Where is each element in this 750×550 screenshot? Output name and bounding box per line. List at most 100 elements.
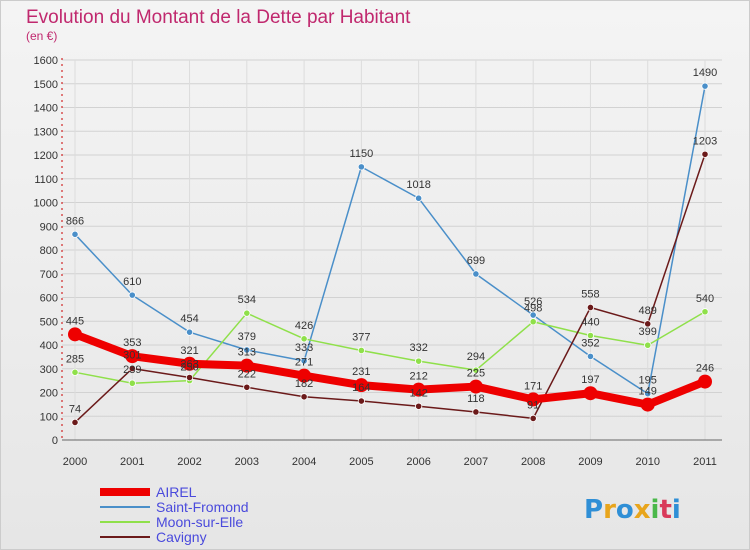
data-label-Cavigny: 182 — [295, 378, 313, 390]
point-Moon-sur-Elle — [644, 341, 652, 349]
data-label-Saint-Fromond: 352 — [581, 337, 599, 349]
data-label-Cavigny: 142 — [409, 387, 427, 399]
data-label-Cavigny: 164 — [352, 382, 370, 394]
data-label-Cavigny: 301 — [123, 350, 141, 362]
chart-subtitle: (en €) — [26, 29, 57, 43]
y-tick-label: 700 — [40, 269, 58, 281]
point-AIREL — [182, 356, 197, 371]
point-Cavigny — [243, 383, 251, 391]
point-Saint-Fromond — [701, 82, 709, 90]
point-Saint-Fromond — [644, 390, 652, 398]
point-Saint-Fromond — [300, 357, 308, 365]
series-line-Saint-Fromond — [74, 85, 706, 395]
point-AIREL — [698, 374, 712, 389]
point-Moon-sur-Elle — [71, 368, 79, 376]
grid — [62, 59, 722, 441]
point-Cavigny — [71, 418, 79, 427]
data-label-AIREL: 321 — [180, 345, 198, 357]
legend-label-Saint-Fromond: Saint-Fromond — [156, 499, 249, 515]
data-label-Cavigny: 263 — [180, 359, 198, 371]
data-label-Moon-sur-Elle: 377 — [352, 331, 370, 343]
data-label-AIREL: 171 — [524, 380, 542, 392]
legend-label-Moon-sur-Elle: Moon-sur-Elle — [156, 514, 243, 530]
point-Moon-sur-Elle — [415, 357, 423, 365]
data-label-Saint-Fromond: 866 — [66, 215, 84, 227]
point-Saint-Fromond — [415, 194, 423, 202]
point-Saint-Fromond — [586, 352, 595, 360]
series-line-Cavigny — [74, 153, 706, 424]
point-Saint-Fromond — [357, 163, 365, 171]
logo-text: Proxiti — [584, 495, 681, 525]
data-label-Cavigny: 222 — [238, 368, 256, 380]
data-label-Moon-sur-Elle: 534 — [238, 294, 256, 306]
y-tick-label: 300 — [40, 364, 58, 376]
x-tick-label: 2008 — [521, 456, 545, 468]
point-Saint-Fromond — [128, 291, 136, 299]
data-label-AIREL: 246 — [696, 363, 714, 375]
point-AIREL — [125, 349, 140, 364]
x-tick-label: 2010 — [635, 456, 659, 468]
point-Cavigny — [357, 397, 365, 405]
data-label-Moon-sur-Elle: 294 — [467, 351, 485, 363]
y-tick-label: 1200 — [34, 150, 58, 162]
data-label-Cavigny: 118 — [467, 393, 485, 405]
y-tick-label: 1400 — [34, 103, 58, 115]
y-tick-label: 800 — [40, 245, 58, 257]
point-AIREL — [239, 358, 254, 373]
proxiti-logo: Proxiti — [584, 495, 681, 525]
data-label-AIREL: 445 — [66, 315, 84, 327]
point-Cavigny — [586, 303, 595, 312]
point-Moon-sur-Elle — [128, 379, 136, 387]
point-AIREL — [354, 378, 369, 393]
y-tick-label: 100 — [40, 411, 58, 423]
y-tick-label: 400 — [40, 340, 58, 352]
point-AIREL — [297, 368, 312, 383]
data-label-Moon-sur-Elle: 250 — [180, 362, 198, 374]
point-AIREL — [468, 379, 483, 394]
point-AIREL — [526, 392, 541, 407]
y-tick-label: 1000 — [34, 198, 58, 210]
y-tick-label: 1100 — [34, 174, 58, 186]
point-Moon-sur-Elle — [529, 318, 537, 326]
data-label-Cavigny: 91 — [527, 399, 539, 411]
x-tick-label: 2007 — [464, 456, 488, 468]
point-Moon-sur-Elle — [243, 309, 251, 317]
x-tick-label: 2003 — [235, 456, 259, 468]
data-label-Moon-sur-Elle: 540 — [696, 293, 714, 305]
data-label-AIREL: 353 — [123, 337, 141, 349]
series-line-AIREL — [71, 330, 709, 409]
data-label-Saint-Fromond: 699 — [467, 255, 485, 267]
data-label-Saint-Fromond: 1150 — [350, 148, 374, 160]
point-Cavigny — [415, 402, 423, 410]
y-tick-label: 500 — [40, 316, 58, 328]
series-line-Moon-sur-Elle — [74, 311, 706, 384]
data-label-AIREL: 231 — [352, 366, 370, 378]
point-Cavigny — [472, 408, 480, 416]
point-Moon-sur-Elle — [586, 331, 595, 340]
legend-label-AIREL: AIREL — [156, 484, 197, 500]
x-tick-label: 2011 — [693, 456, 717, 468]
data-label-Cavigny: 1203 — [693, 135, 717, 147]
y-tick-label: 600 — [40, 293, 58, 305]
data-label-Cavigny: 558 — [581, 288, 599, 300]
y-tick-label: 1500 — [34, 79, 58, 91]
data-label-AIREL: 212 — [409, 371, 427, 383]
data-label-Saint-Fromond: 610 — [123, 276, 141, 288]
point-Cavigny — [128, 364, 136, 373]
data-label-Saint-Fromond: 454 — [180, 313, 198, 325]
data-label-AIREL: 197 — [581, 374, 599, 386]
point-Moon-sur-Elle — [701, 308, 709, 316]
point-Cavigny — [529, 414, 537, 422]
data-label-Moon-sur-Elle: 239 — [123, 364, 141, 376]
data-labels: 445 353 321 313 271 231 212 225 171 197 149 246 866 6… — [66, 67, 717, 415]
data-label-Cavigny: 489 — [639, 305, 657, 317]
data-label-Moon-sur-Elle: 498 — [524, 303, 542, 315]
y-tick-label: 0 — [52, 435, 58, 447]
data-label-Saint-Fromond: 1490 — [693, 67, 717, 79]
data-label-AIREL: 313 — [238, 347, 256, 359]
data-label-AIREL: 271 — [295, 357, 313, 369]
data-label-Moon-sur-Elle: 440 — [581, 317, 599, 329]
point-Moon-sur-Elle — [357, 346, 365, 355]
series-layer — [68, 82, 712, 427]
